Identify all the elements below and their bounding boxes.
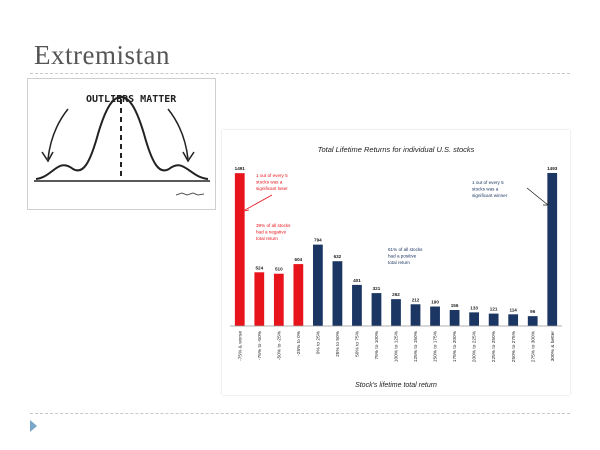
- bar-value-label: 121: [490, 307, 498, 312]
- winner-callout-text: stocks was a: [472, 187, 499, 192]
- bar-1: [254, 272, 264, 326]
- bar-6: [352, 285, 362, 326]
- x-tick-label: 225% to 250%: [491, 330, 497, 362]
- bar-11: [450, 310, 460, 326]
- bar-value-label: 510: [275, 267, 283, 272]
- returns-bar-chart: Total Lifetime Returns for individual U.…: [222, 130, 570, 395]
- bar-13: [489, 314, 499, 326]
- bar-15: [528, 316, 538, 326]
- bar-value-label: 133: [470, 305, 478, 310]
- bar-value-label: 401: [353, 278, 361, 283]
- x-tick-label: 300% & better: [550, 331, 556, 362]
- loser-callout-arrow: [245, 195, 272, 210]
- bar-value-label: 262: [392, 292, 400, 297]
- x-tick-label: 200% to 225%: [472, 330, 478, 362]
- winner-callout-text: significant winner: [472, 193, 508, 198]
- x-axis-label: Stock's lifetime total return: [355, 382, 437, 389]
- bell-curve-drawing: OUTLIERS MATTER: [28, 79, 215, 209]
- loser-callout-text: significant loser: [256, 186, 288, 191]
- x-tick-label: 100% to 125%: [394, 330, 400, 362]
- x-tick-label: -25% to 0%: [296, 330, 302, 356]
- bar-value-label: 190: [431, 300, 439, 305]
- positive-return-note: 61% of all stocks: [388, 247, 423, 252]
- left-arrow-head: [42, 152, 53, 161]
- x-tick-label: 25% to 50%: [335, 330, 341, 357]
- x-tick-label: 0% to 25%: [315, 330, 321, 354]
- left-arrow-shaft: [48, 109, 68, 159]
- bar-value-label: 156: [451, 303, 459, 308]
- right-arrow-shaft: [168, 109, 188, 159]
- bar-7: [372, 293, 382, 326]
- x-tick-label: -75% & worse: [237, 331, 243, 361]
- bar-8: [391, 299, 401, 326]
- title-divider: [30, 73, 570, 74]
- winner-callout-arrow: [527, 188, 548, 205]
- bar-value-label: 212: [412, 297, 420, 302]
- x-tick-label: 275% to 300%: [530, 330, 536, 362]
- footer-divider: [30, 413, 570, 414]
- bar-value-label: 96: [530, 309, 536, 314]
- loser-callout-text: 1 out of every 5: [256, 173, 288, 178]
- chart-title: Total Lifetime Returns for individual U.…: [318, 145, 475, 154]
- artist-signature: [176, 193, 204, 195]
- bar-value-label: 794: [314, 238, 322, 243]
- negative-return-note: total return: [256, 236, 278, 241]
- x-tick-label: 150% to 175%: [433, 330, 439, 362]
- bar-value-label: 114: [509, 307, 517, 312]
- x-tick-label: 175% to 200%: [452, 330, 458, 362]
- x-tick-label: 75% to 100%: [374, 330, 380, 359]
- bar-9: [411, 304, 421, 326]
- chart-panel: Total Lifetime Returns for individual U.…: [222, 130, 570, 395]
- bar-2: [274, 274, 284, 326]
- x-tick-label: -75% to -50%: [257, 330, 263, 360]
- negative-return-note: 39% of all stocks: [256, 223, 291, 228]
- bar-value-label: 1491: [235, 166, 246, 171]
- bar-14: [508, 314, 518, 326]
- loser-callout-text: stocks was a: [256, 180, 283, 185]
- bar-value-label: 604: [295, 257, 303, 262]
- bar-value-label: 321: [373, 286, 381, 291]
- positive-return-note: had a positive: [388, 254, 417, 259]
- slide-title: Extremistan: [34, 40, 170, 71]
- slide-bullet-icon: [30, 420, 37, 432]
- right-arrow-head: [183, 152, 194, 161]
- negative-return-note: had a negative: [256, 230, 287, 235]
- bar-value-label: 1493: [547, 166, 558, 171]
- bar-16: [547, 173, 557, 326]
- bar-value-label: 632: [334, 254, 342, 259]
- bar-12: [469, 312, 479, 326]
- winner-callout-text: 1 out of every 5: [472, 180, 504, 185]
- x-tick-label: -50% to -25%: [276, 330, 282, 360]
- x-tick-label: 250% to 275%: [511, 330, 517, 362]
- bar-5: [333, 261, 343, 326]
- bar-10: [430, 307, 440, 326]
- bar-4: [313, 245, 323, 326]
- bar-0: [235, 173, 245, 326]
- positive-return-note: total return: [388, 260, 410, 265]
- x-tick-label: 50% to 75%: [355, 330, 361, 357]
- x-tick-label: 125% to 150%: [413, 330, 419, 362]
- outliers-sketch: OUTLIERS MATTER: [27, 78, 216, 210]
- bar-3: [293, 264, 303, 326]
- bar-value-label: 524: [255, 265, 263, 270]
